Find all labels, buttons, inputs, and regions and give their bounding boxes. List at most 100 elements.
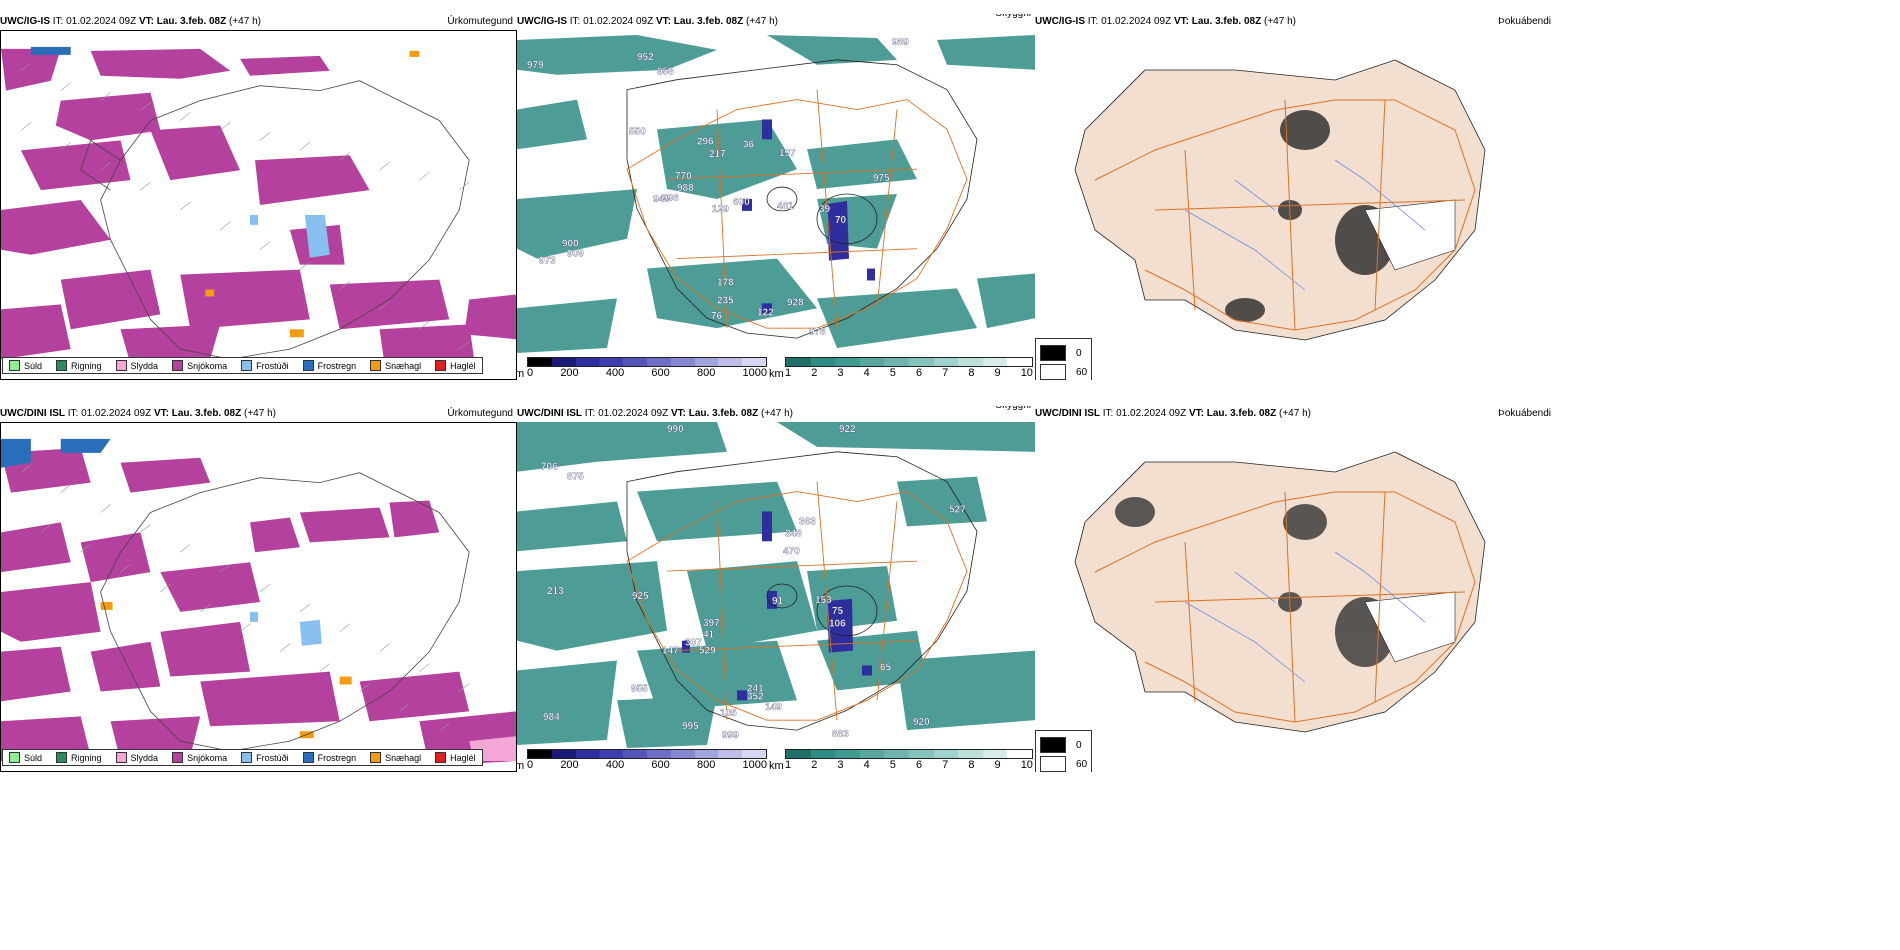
cloud-value-label: 990 [667,424,684,435]
height-colorbar: m 0 200 400 600 800 1000 [517,749,767,772]
cloud-value-label: 91 [772,596,784,607]
cloud-value-label: 241 [747,683,764,694]
cloud-value-label: 363 [799,516,816,527]
cloud-value-label: 106 [829,619,846,630]
cloud-value-label: 235 [717,295,734,306]
cloud-value-label: 149 [765,702,782,713]
cloud-value-label: 36 [743,139,755,150]
cloud-value-label: 105 [720,708,737,719]
field-name: Úrkomutegund [447,16,513,27]
cloud-value-label: 122 [757,307,774,318]
cloud-value-label: 928 [787,297,804,308]
init-time: IT: 01.02.2024 09Z [52,16,137,27]
field-name: Skyggni [995,14,1031,22]
cloud-value-label: 217 [709,149,726,160]
precip-map [0,30,517,380]
fog-map [1035,30,1555,380]
cloud-value-label: 348 [785,528,802,539]
cloud-value-label: 948 [653,194,670,205]
legend-item: Frostregn [302,360,356,371]
fog-map [1035,422,1555,772]
legend-item: Frostregn [302,752,356,763]
cloud-value-label: 999 [722,730,739,741]
cloud-value-label: 975 [873,173,890,184]
cloud-value-label: 920 [913,717,930,728]
cloud-value-label: 600 [733,197,750,208]
precip-map [0,422,517,772]
cloud-value-label: 900 [562,239,579,250]
visibility-colorbar: km 1 2 3 4 5 6 7 8 9 10 [769,749,1033,772]
cloud-value-label: 296 [697,136,714,147]
cloud-value-label: 998 [662,193,679,204]
cloud-value-label: 470 [783,546,800,557]
cloud-value-label: 197 [779,148,796,159]
legend-item: Frostúði [241,752,289,763]
cloud-value-label: 922 [839,424,856,435]
precip-legend: Súld Rigning Slydda Snjókoma Frostúði Fr… [2,357,483,374]
cloud-map: 989 979 952 958 550 296 217 36 197 770 988 975 948 99… [517,30,1035,358]
cloud-value-label: 70 [835,215,847,226]
fog-panel-bottom: UWC/DINI ISL IT: 01.02.2024 09Z VT: Lau.… [1035,406,1555,772]
cloud-panel-top: UWC/IG-IS IT: 01.02.2024 09Z VT: Lau. 3.… [517,14,1035,380]
cloud-value-label: 979 [527,60,544,71]
legend-item: Frostúði [241,360,289,371]
legend-item: Haglél [435,360,476,371]
cloud-value-label: 527 [949,504,966,515]
cloud-value-label: 153 [815,595,832,606]
field-name: Þokuábendi [1498,16,1551,27]
legend-item: Snjókoma [172,752,227,763]
cloud-value-label: 307 [685,638,702,649]
cloud-value-label: 147 [662,646,679,657]
panel-header: UWC/IG-IS IT: 01.02.2024 09Z VT: Lau. 3.… [1035,14,1555,30]
legend-item: Súld [9,360,42,371]
cloud-value-label: 397 [703,618,720,629]
legend-item: Snæhagl [370,360,421,371]
lead-time: (+47 h) [229,16,261,27]
cloud-value-label: 76 [711,311,723,322]
model-name: UWC/IG-IS [0,16,50,27]
cloud-value-label: 988 [677,183,694,194]
cloud-value-label: 39 [819,204,831,215]
cloud-value-label: 883 [832,729,849,740]
cloud-value-label: 65 [880,663,892,674]
cloud-value-label: 75 [832,606,844,617]
cloud-value-label: 952 [637,52,654,63]
cloud-value-label: 925 [632,591,649,602]
legend-item: Snjókoma [172,360,227,371]
cloud-value-label: 352 [747,691,764,702]
valid-time-label: VT: [138,16,154,27]
cloud-value-label: 984 [543,712,560,723]
panel-header: UWC/IG-IS IT: 01.02.2024 09Z VT: Lau. 3.… [0,14,517,30]
cloud-value-label: 178 [717,277,734,288]
panel-header: UWC/DINI ISL IT: 01.02.2024 09Z VT: Lau.… [0,408,513,419]
cloud-value-label: 129 [712,204,729,215]
cloud-value-label: 978 [809,327,826,338]
cloud-map: 990 922 706 875 363 348 470 527 213 925 91 153 75 106… [517,422,1035,750]
fog-legend: 0 60 [1035,338,1093,380]
legend-item: Súld [9,752,42,763]
cloud-value-label: 958 [657,67,674,78]
legend-item: Rigning [56,360,102,371]
cloud-value-label: 41 [703,630,715,641]
cloud-value-label: 989 [892,37,909,48]
panel-header: UWC/DINI ISL IT: 01.02.2024 09Z VT: Lau.… [517,406,1031,419]
precip-legend: Súld Rigning Slydda Snjókoma Frostúði Fr… [2,749,483,766]
cloud-value-label: 909 [567,249,584,260]
legend-item: Rigning [56,752,102,763]
visibility-colorbar: km 1 2 3 4 5 6 7 8 9 10 [769,357,1033,380]
panel-header: UWC/DINI ISL IT: 01.02.2024 09Z VT: Lau.… [1035,408,1551,419]
cloud-value-label: 955 [631,683,648,694]
cloud-value-label: 973 [539,256,556,267]
valid-time: Lau. 3.feb. 08Z [156,16,227,27]
fog-panel-top: UWC/IG-IS IT: 01.02.2024 09Z VT: Lau. 3.… [1035,14,1555,380]
cloud-value-label: 213 [547,586,564,597]
panel-header: UWC/IG-IS IT: 01.02.2024 09Z VT: Lau. 3.… [517,14,1035,30]
precip-panel-bottom: UWC/DINI ISL IT: 01.02.2024 09Z VT: Lau.… [0,406,517,772]
cloud-value-label: 481 [777,201,794,212]
cloud-value-label: 770 [675,171,692,182]
cloud-value-label: 995 [682,721,699,732]
fog-legend: 0 60 [1035,730,1093,772]
legend-item: Snæhagl [370,752,421,763]
legend-item: Slydda [115,752,158,763]
cloud-value-label: 529 [699,646,716,657]
